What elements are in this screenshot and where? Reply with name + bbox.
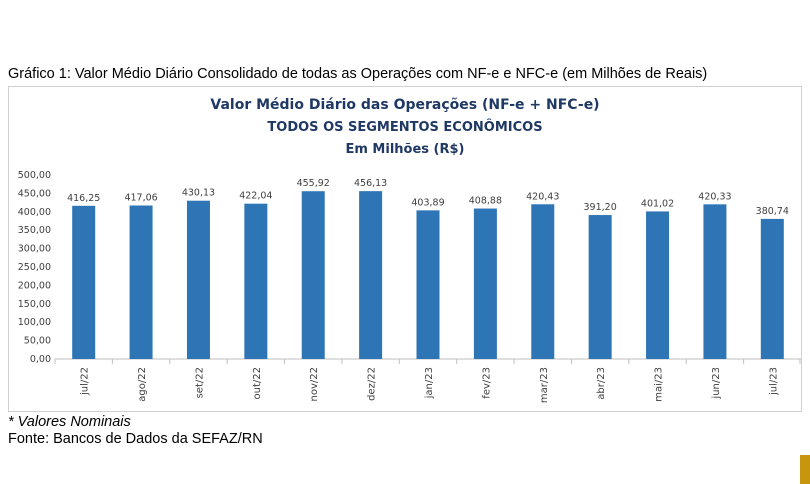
data-label: 416,25 bbox=[67, 193, 100, 204]
y-tick-label: 100,00 bbox=[18, 317, 51, 328]
chart-container: Valor Médio Diário das Operações (NF-e +… bbox=[8, 86, 802, 412]
bar-ago-22 bbox=[129, 205, 153, 359]
data-label: 456,13 bbox=[354, 178, 387, 189]
chart-subtitle-units: Em Milhões (R$) bbox=[345, 142, 464, 157]
y-tick-label: 500,00 bbox=[18, 170, 51, 181]
bar-jun-23 bbox=[703, 204, 727, 359]
data-label: 455,92 bbox=[297, 178, 330, 189]
bar-chart: Valor Médio Diário das Operações (NF-e +… bbox=[18, 97, 801, 403]
y-tick-label: 200,00 bbox=[18, 280, 51, 291]
data-source: Fonte: Bancos de Dados da SEFAZ/RN bbox=[8, 431, 263, 447]
data-label: 403,89 bbox=[411, 197, 444, 208]
bar-nov-22 bbox=[301, 191, 325, 359]
data-label: 391,20 bbox=[584, 202, 617, 213]
data-label: 401,02 bbox=[641, 198, 674, 209]
x-tick-label: abr/23 bbox=[596, 367, 607, 400]
bar-out-22 bbox=[244, 203, 268, 359]
x-tick-label: set/22 bbox=[194, 367, 205, 398]
x-tick-label: mar/23 bbox=[539, 367, 550, 403]
y-tick-label: 0,00 bbox=[30, 354, 51, 365]
x-tick-label: ago/22 bbox=[137, 367, 148, 402]
bar-set-22 bbox=[186, 200, 210, 359]
x-tick-label: nov/22 bbox=[309, 367, 320, 401]
y-tick-label: 400,00 bbox=[18, 207, 51, 218]
chart-title: Valor Médio Diário das Operações (NF-e +… bbox=[210, 97, 599, 113]
bar-fev-23 bbox=[473, 208, 497, 359]
y-tick-label: 300,00 bbox=[18, 244, 51, 255]
x-tick-label: out/22 bbox=[252, 367, 263, 399]
bar-jul-22 bbox=[72, 205, 96, 359]
y-tick-label: 50,00 bbox=[24, 336, 51, 347]
x-tick-label: mai/23 bbox=[654, 367, 665, 402]
bar-dez-22 bbox=[359, 191, 383, 359]
y-tick-label: 150,00 bbox=[18, 299, 51, 310]
y-tick-label: 450,00 bbox=[18, 188, 51, 199]
x-tick-label: jul/23 bbox=[768, 367, 779, 396]
data-label: 422,04 bbox=[239, 191, 272, 202]
x-tick-label: dez/22 bbox=[367, 367, 378, 401]
corner-accent bbox=[800, 455, 810, 484]
chart-subtitle: TODOS OS SEGMENTOS ECONÔMICOS bbox=[267, 119, 542, 135]
figure-caption: Gráfico 1: Valor Médio Diário Consolidad… bbox=[8, 66, 708, 82]
data-label: 420,33 bbox=[698, 191, 731, 202]
data-label: 417,06 bbox=[124, 193, 157, 204]
x-tick-label: jul/22 bbox=[80, 367, 91, 396]
data-label: 380,74 bbox=[756, 206, 789, 217]
data-label: 420,43 bbox=[526, 191, 559, 202]
x-tick-label: jan/23 bbox=[424, 367, 435, 399]
bar-jan-23 bbox=[416, 210, 440, 359]
bar-abr-23 bbox=[588, 215, 612, 359]
y-tick-label: 350,00 bbox=[18, 225, 51, 236]
values-note: * Valores Nominais bbox=[8, 414, 131, 430]
bar-mai-23 bbox=[646, 211, 670, 359]
bar-jul-23 bbox=[760, 218, 784, 359]
y-tick-label: 250,00 bbox=[18, 262, 51, 273]
bar-mar-23 bbox=[531, 204, 555, 359]
data-label: 430,13 bbox=[182, 188, 215, 199]
x-tick-label: jun/23 bbox=[711, 367, 722, 400]
data-label: 408,88 bbox=[469, 196, 502, 207]
x-tick-label: fev/23 bbox=[481, 367, 492, 399]
